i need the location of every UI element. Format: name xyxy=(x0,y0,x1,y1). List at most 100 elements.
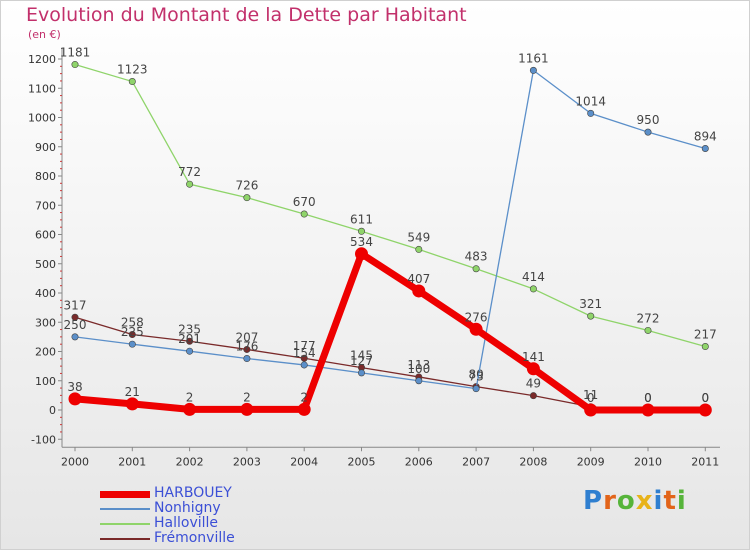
data-point xyxy=(641,403,655,417)
x-tick-label: 2002 xyxy=(176,455,204,468)
data-point xyxy=(300,361,308,369)
y-tick-label: 600 xyxy=(35,229,56,242)
data-label: 549 xyxy=(407,230,430,244)
series-line xyxy=(74,69,706,390)
data-point xyxy=(529,66,537,74)
data-point xyxy=(243,345,251,353)
data-point xyxy=(701,145,709,153)
data-point xyxy=(297,402,311,416)
y-tick-label: 1100 xyxy=(28,82,56,95)
data-point xyxy=(587,312,595,320)
x-tick-label: 2007 xyxy=(462,455,490,468)
data-point xyxy=(584,403,598,417)
x-tick-label: 2008 xyxy=(519,455,547,468)
data-label: 1014 xyxy=(575,94,606,108)
x-tick-label: 2005 xyxy=(348,455,376,468)
data-label: 276 xyxy=(465,310,488,324)
data-point xyxy=(472,385,480,393)
data-point xyxy=(243,194,251,202)
data-label: 201 xyxy=(178,332,201,346)
data-label: 611 xyxy=(350,212,373,226)
data-point xyxy=(472,265,480,273)
data-label: 483 xyxy=(465,250,488,264)
y-tick-label: 800 xyxy=(35,170,56,183)
data-label: 0 xyxy=(701,391,709,405)
series-line xyxy=(74,316,706,411)
legend-label: Frémonville xyxy=(154,530,235,546)
data-point xyxy=(415,377,423,385)
data-label: 1123 xyxy=(117,63,148,77)
data-label: 317 xyxy=(64,298,87,312)
data-label: 73 xyxy=(468,370,483,384)
data-label: 127 xyxy=(350,354,373,368)
legend-swatch xyxy=(100,490,150,498)
data-point xyxy=(355,247,368,261)
data-point xyxy=(469,322,483,336)
data-label: 1181 xyxy=(60,46,91,60)
data-point xyxy=(300,210,308,218)
data-label: 225 xyxy=(121,325,144,339)
legend-label: Halloville xyxy=(154,515,219,531)
x-tick-label: 2004 xyxy=(290,455,318,468)
data-point xyxy=(128,78,136,86)
data-point xyxy=(128,331,136,339)
data-label: 80 xyxy=(468,368,483,382)
data-label: 141 xyxy=(522,350,545,364)
data-point xyxy=(415,245,423,253)
y-tick-label: 1000 xyxy=(28,112,56,125)
data-label: 272 xyxy=(637,311,660,325)
data-point xyxy=(128,340,136,348)
logo-letter: i xyxy=(653,486,664,516)
data-label: 0 xyxy=(644,391,652,405)
data-point xyxy=(698,403,712,417)
data-label: 154 xyxy=(293,346,316,360)
data-label: 414 xyxy=(522,270,545,284)
data-point xyxy=(240,402,254,416)
y-tick-label: 200 xyxy=(35,346,56,359)
legend-swatch xyxy=(100,523,150,525)
data-label: 894 xyxy=(694,130,717,144)
data-label: 38 xyxy=(67,380,82,394)
logo-letter: i xyxy=(676,486,687,516)
x-tick-label: 2000 xyxy=(61,455,89,468)
chart-title: Evolution du Montant de la Dette par Hab… xyxy=(26,4,467,26)
data-point xyxy=(300,354,308,362)
y-tick-label: 700 xyxy=(35,199,56,212)
logo-letter: t xyxy=(663,486,677,516)
data-point xyxy=(644,128,652,136)
legend-swatch xyxy=(100,508,150,510)
data-label: 258 xyxy=(121,316,144,330)
data-point xyxy=(71,61,79,69)
y-tick-label: 100 xyxy=(35,375,56,388)
y-tick-label: 1200 xyxy=(28,53,56,66)
x-tick-label: 2010 xyxy=(634,455,662,468)
data-label: 49 xyxy=(526,377,541,391)
y-tick-label: -100 xyxy=(31,433,56,446)
data-label: 670 xyxy=(293,195,316,209)
logo-letter: P xyxy=(583,486,604,516)
data-label: 145 xyxy=(350,349,373,363)
y-tick-label: 0 xyxy=(49,404,56,417)
series-line xyxy=(74,250,706,414)
legend-label: Nonhigny xyxy=(154,500,221,516)
data-label: 207 xyxy=(235,330,258,344)
data-label: 407 xyxy=(407,272,430,286)
proxiti-logo: Proxiti xyxy=(583,486,687,516)
x-tick-label: 2011 xyxy=(691,455,719,468)
data-label: 0 xyxy=(644,391,652,405)
y-tick-label: 400 xyxy=(35,287,56,300)
data-label: 2 xyxy=(300,390,308,404)
data-point xyxy=(357,369,365,377)
data-label: 950 xyxy=(637,113,660,127)
logo-letter: o xyxy=(616,486,636,516)
x-tick-label: 2009 xyxy=(577,455,605,468)
data-label: 176 xyxy=(235,340,258,354)
unit-label: (en €) xyxy=(28,28,61,41)
data-label: 2 xyxy=(243,390,251,404)
y-tick-label: 300 xyxy=(35,316,56,329)
x-tick-label: 2001 xyxy=(118,455,146,468)
series-line xyxy=(74,63,706,348)
legend-label: HARBOUEY xyxy=(154,485,232,501)
data-label: 177 xyxy=(293,339,316,353)
